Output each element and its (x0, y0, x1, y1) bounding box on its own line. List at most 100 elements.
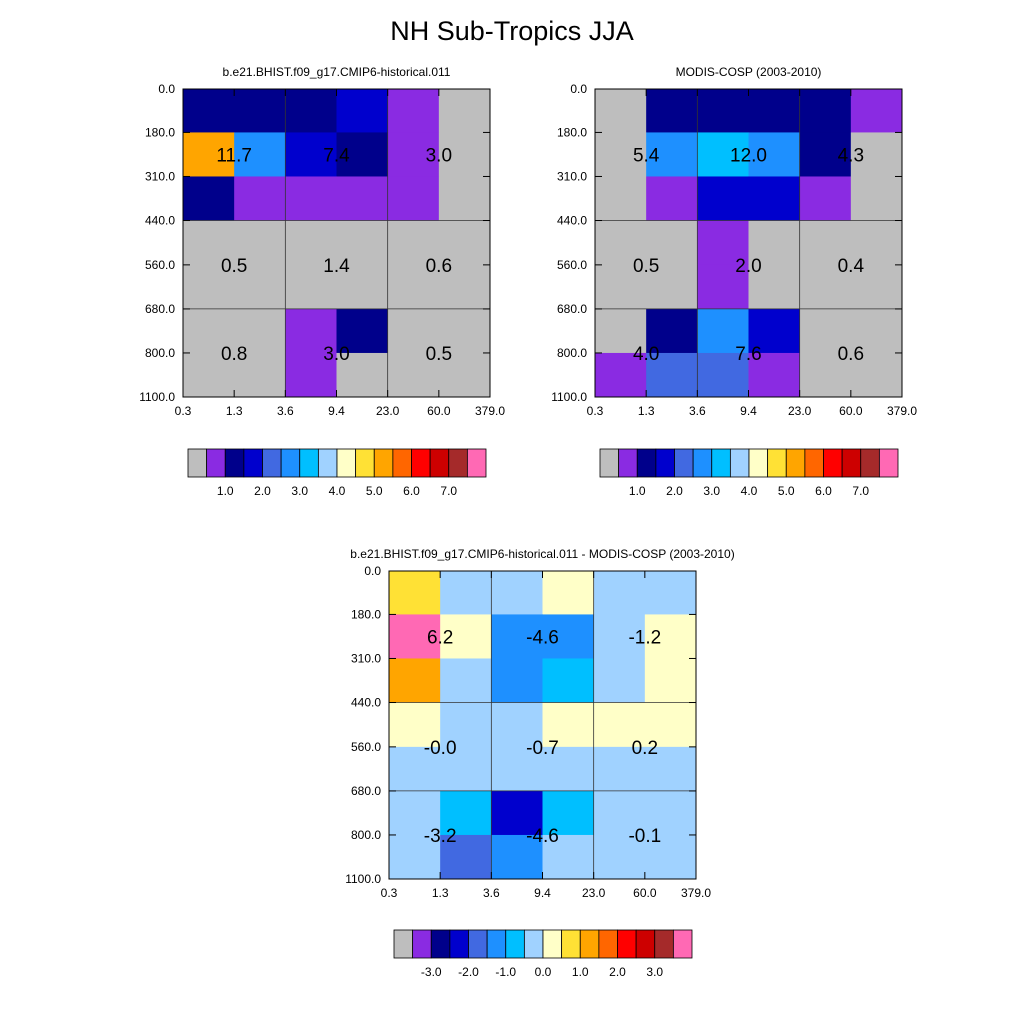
heatmap-cell (336, 176, 389, 222)
colorbar-box (206, 448, 226, 478)
y-tick-label: 800.0 (351, 828, 381, 842)
heatmap-cell (438, 89, 491, 133)
heatmap-cell (387, 308, 440, 354)
y-tick-label: 680.0 (145, 302, 175, 316)
y-tick-label: 800.0 (145, 346, 175, 360)
y-tick-label: 680.0 (351, 784, 381, 798)
heatmap-cell (285, 352, 337, 398)
heatmap-cell (491, 571, 543, 615)
heatmap-cell (389, 702, 441, 748)
cell-value-label: 0.5 (221, 256, 247, 277)
heatmap-cell (440, 658, 492, 704)
heatmap-cell (644, 790, 697, 836)
heatmap-cell (491, 746, 543, 792)
cell-value-label: -3.2 (424, 826, 457, 847)
colorbar-label: 3.0 (291, 484, 308, 498)
colorbar-box (692, 448, 713, 478)
heatmap-cell (491, 790, 543, 836)
colorbar-box (636, 448, 657, 478)
x-tick-label: 60.0 (839, 404, 863, 418)
colorbar-label: 3.0 (646, 965, 663, 979)
y-tick-label: 1100.0 (139, 390, 175, 404)
heatmap-cell (336, 132, 389, 177)
x-tick-label: 23.0 (582, 886, 606, 900)
heatmap-cell (183, 220, 235, 266)
colorbar-box (654, 929, 674, 959)
heatmap-cell (850, 308, 903, 354)
heatmap-cell (285, 176, 337, 222)
colorbar-box (468, 929, 488, 959)
cell-value-label: 0.8 (221, 344, 247, 365)
heatmap-cell (697, 132, 749, 177)
y-tick-label: 310.0 (557, 169, 587, 183)
heatmap-cell (595, 264, 647, 310)
heatmap-cell (336, 264, 389, 310)
colorbar-box (672, 929, 693, 959)
cell-value-label: -0.7 (526, 738, 559, 759)
x-tick-label: 3.6 (689, 404, 706, 418)
colorbar-box (411, 448, 431, 478)
cell-value-label: -1.2 (628, 628, 661, 649)
heatmap-cell (336, 352, 389, 398)
colorbar-box (243, 448, 263, 478)
colorbar-label: 1.0 (572, 965, 589, 979)
heatmap-cell (285, 220, 337, 266)
x-tick-label: 9.4 (328, 404, 345, 418)
x-tick-label: 23.0 (376, 404, 400, 418)
colorbar-box (878, 448, 899, 478)
heatmap-cell (234, 176, 286, 222)
heatmap-cell (183, 264, 235, 310)
x-tick-label: 1.3 (638, 404, 655, 418)
colorbar-box (430, 929, 451, 959)
colorbar-label: 7.0 (440, 484, 457, 498)
heatmap-cell (491, 702, 543, 748)
colorbar-label: 7.0 (852, 484, 869, 498)
x-tick-label: 379.0 (475, 404, 505, 418)
colorbar-box (448, 448, 468, 478)
y-tick-label: 0.0 (158, 82, 175, 96)
colorbar-label: 2.0 (609, 965, 626, 979)
heatmap-cell (644, 614, 697, 659)
heatmap-cell (748, 132, 801, 177)
y-tick-label: 310.0 (145, 169, 175, 183)
heatmap-cell (850, 89, 903, 133)
colorbar-label: 2.0 (254, 484, 271, 498)
colorbar-box (355, 448, 375, 478)
heatmap-cell (389, 790, 441, 836)
heatmap-cell (748, 176, 801, 222)
heatmap-cell (799, 132, 852, 177)
heatmap-cell (850, 220, 903, 266)
heatmap-cell (593, 746, 646, 792)
heatmap-cell (646, 220, 698, 266)
x-tick-label: 60.0 (633, 886, 657, 900)
heatmap-cell (234, 308, 286, 354)
y-tick-label: 310.0 (351, 651, 381, 665)
cell-value-label: 0.6 (838, 344, 864, 365)
heatmap-cell (438, 176, 491, 222)
heatmap-cell (593, 790, 646, 836)
colorbar-box (412, 929, 432, 959)
heatmap-cell (440, 571, 492, 615)
colorbar-label: 1.0 (217, 484, 234, 498)
colorbar-label: 5.0 (778, 484, 795, 498)
x-tick-label: 379.0 (887, 404, 917, 418)
heatmap-cell (595, 308, 647, 354)
heatmap-cell (491, 614, 543, 659)
cell-value-label: 4.3 (838, 146, 864, 167)
x-tick-label: 3.6 (277, 404, 294, 418)
x-tick-label: 60.0 (427, 404, 451, 418)
colorbar-box (617, 929, 637, 959)
colorbar-box (392, 448, 412, 478)
y-tick-label: 180.0 (351, 607, 381, 621)
colorbar-box (860, 448, 880, 478)
heatmap-cell (387, 264, 440, 310)
colorbar-label: 4.0 (329, 484, 346, 498)
colorbar-box (262, 448, 282, 478)
colorbar-label: -2.0 (458, 965, 479, 979)
heatmap-cell (850, 352, 903, 398)
heatmap-cell (389, 746, 441, 792)
colorbar-box (299, 448, 319, 478)
heatmap-cell (438, 352, 491, 398)
heatmap-cell (387, 220, 440, 266)
x-tick-label: 0.3 (587, 404, 604, 418)
